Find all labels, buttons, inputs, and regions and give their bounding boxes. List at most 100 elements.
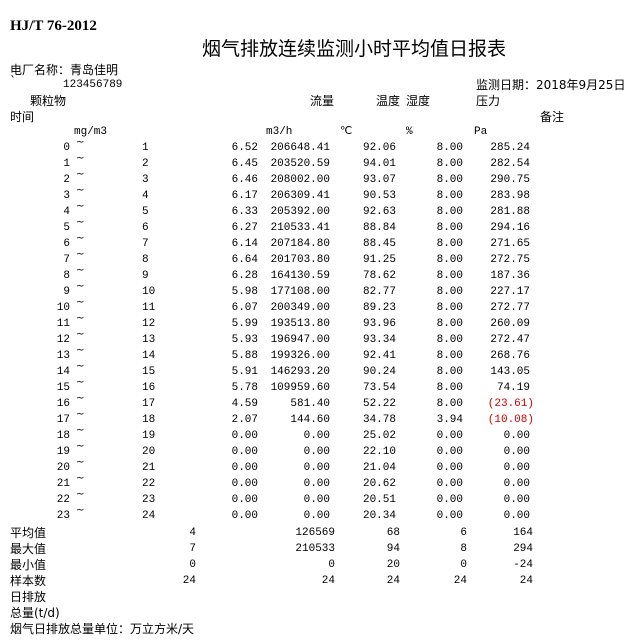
summary-particulate: 4 [189, 527, 196, 539]
summary-pressure: 294 [513, 543, 533, 555]
cell-humidity: 8.00 [436, 158, 463, 170]
tilde-separator: ~ [76, 169, 85, 180]
cell-flow: 0.00 [303, 462, 330, 474]
cell-pressure: 0.00 [503, 494, 530, 506]
tilde-separator: ~ [76, 137, 85, 148]
cell-pressure: 143.05 [490, 366, 530, 378]
col-particulate: 颗粒物 [30, 94, 67, 108]
cell-hour-start: 7 [63, 254, 70, 266]
cell-hour-start: 2 [63, 174, 70, 186]
cell-hour-end: 7 [142, 238, 149, 250]
tilde-separator: ~ [76, 297, 85, 308]
cell-flow: 206648.41 [270, 142, 330, 154]
cell-humidity: 8.00 [436, 366, 463, 378]
cell-hour-start: 15 [56, 382, 70, 394]
cell-flow: 0.00 [303, 478, 330, 490]
cell-humidity: 8.00 [436, 286, 463, 298]
cell-flow: 205392.00 [270, 206, 330, 218]
cell-hour-end: 17 [142, 398, 156, 410]
tilde-separator: ~ [76, 457, 85, 468]
cell-humidity: 8.00 [436, 238, 463, 250]
tilde-separator: ~ [76, 505, 85, 516]
cell-particulate: 6.28 [231, 270, 258, 282]
cell-hour-end: 14 [142, 350, 156, 362]
cell-flow: 208002.00 [270, 174, 330, 186]
cell-temperature: 93.34 [362, 334, 396, 346]
cell-pressure: 268.76 [490, 350, 530, 362]
cell-humidity: 8.00 [436, 382, 463, 394]
tilde-separator: ~ [76, 201, 85, 212]
tilde-separator: ~ [76, 473, 85, 484]
cell-particulate: 6.45 [231, 158, 258, 170]
cell-temperature: 21.04 [362, 462, 396, 474]
cell-pressure: 260.09 [490, 318, 530, 330]
cell-pressure: 283.98 [490, 190, 530, 202]
tilde-separator: ~ [76, 281, 85, 292]
cell-hour-end: 8 [142, 254, 149, 266]
cell-hour-start: 9 [63, 286, 70, 298]
cell-flow: 196947.00 [270, 334, 330, 346]
plant-code: 123456789 [63, 79, 123, 91]
tilde-separator: ~ [76, 409, 85, 420]
cell-hour-start: 12 [56, 334, 70, 346]
cell-hour-end: 21 [142, 462, 156, 474]
cell-pressure: 294.16 [490, 222, 530, 234]
cell-particulate: 5.78 [231, 382, 258, 394]
cell-humidity: 0.00 [436, 494, 463, 506]
cell-particulate: 5.91 [231, 366, 258, 378]
cell-temperature: 92.41 [362, 350, 396, 362]
cell-hour-end: 22 [142, 478, 156, 490]
cell-flow: 210533.41 [270, 222, 330, 234]
cell-hour-start: 5 [63, 222, 70, 234]
cell-pressure: 290.75 [490, 174, 530, 186]
cell-humidity: 3.94 [436, 414, 463, 426]
unit-pressure: Pa [474, 126, 488, 138]
tilde-separator: ~ [76, 265, 85, 276]
cell-flow: 0.00 [303, 494, 330, 506]
tilde-separator: ~ [76, 249, 85, 260]
cell-particulate: 0.00 [231, 494, 258, 506]
tilde-separator: ~ [76, 425, 85, 436]
cell-temperature: 25.02 [362, 430, 396, 442]
cell-temperature: 92.63 [362, 206, 396, 218]
cell-hour-end: 18 [142, 414, 156, 426]
tilde-separator: ~ [76, 489, 85, 500]
cell-hour-end: 23 [142, 494, 156, 506]
cell-pressure: 227.17 [490, 286, 530, 298]
plant-name: 电厂名称：青岛佳明 [10, 63, 119, 77]
summary-temperature: 68 [386, 527, 400, 539]
cell-particulate: 6.14 [231, 238, 258, 250]
cell-humidity: 8.00 [436, 142, 463, 154]
cell-pressure: 281.88 [490, 206, 530, 218]
cell-humidity: 0.00 [436, 462, 463, 474]
summary-particulate: 0 [189, 559, 196, 571]
backtick-mark: ` [10, 74, 16, 88]
cell-hour-start: 16 [56, 398, 70, 410]
cell-hour-start: 4 [63, 206, 70, 218]
cell-particulate: 6.17 [231, 190, 258, 202]
summary-pressure: 164 [513, 527, 533, 539]
cell-temperature: 34.78 [362, 414, 396, 426]
cell-flow: 207184.80 [270, 238, 330, 250]
tilde-separator: ~ [76, 185, 85, 196]
standard-code: HJ/T 76-2012 [10, 18, 97, 34]
cell-temperature: 22.10 [362, 446, 396, 458]
cell-pressure: 272.47 [490, 334, 530, 346]
cell-particulate: 6.27 [231, 222, 258, 234]
tilde-separator: ~ [76, 441, 85, 452]
cell-humidity: 0.00 [436, 478, 463, 490]
cell-temperature: 82.77 [362, 286, 396, 298]
cell-hour-end: 10 [142, 286, 156, 298]
cell-flow: 201703.80 [270, 254, 330, 266]
cell-flow: 144.60 [290, 414, 330, 426]
unit-particulate: mg/m3 [74, 126, 108, 138]
cell-particulate: 6.64 [231, 254, 258, 266]
cell-particulate: 5.93 [231, 334, 258, 346]
cell-hour-end: 19 [142, 430, 156, 442]
cell-temperature: 78.62 [362, 270, 396, 282]
cell-temperature: 93.96 [362, 318, 396, 330]
cell-hour-start: 23 [56, 510, 70, 522]
summary-temperature: 24 [386, 575, 400, 587]
cell-temperature: 20.34 [362, 510, 396, 522]
unit-humidity: % [406, 126, 413, 138]
